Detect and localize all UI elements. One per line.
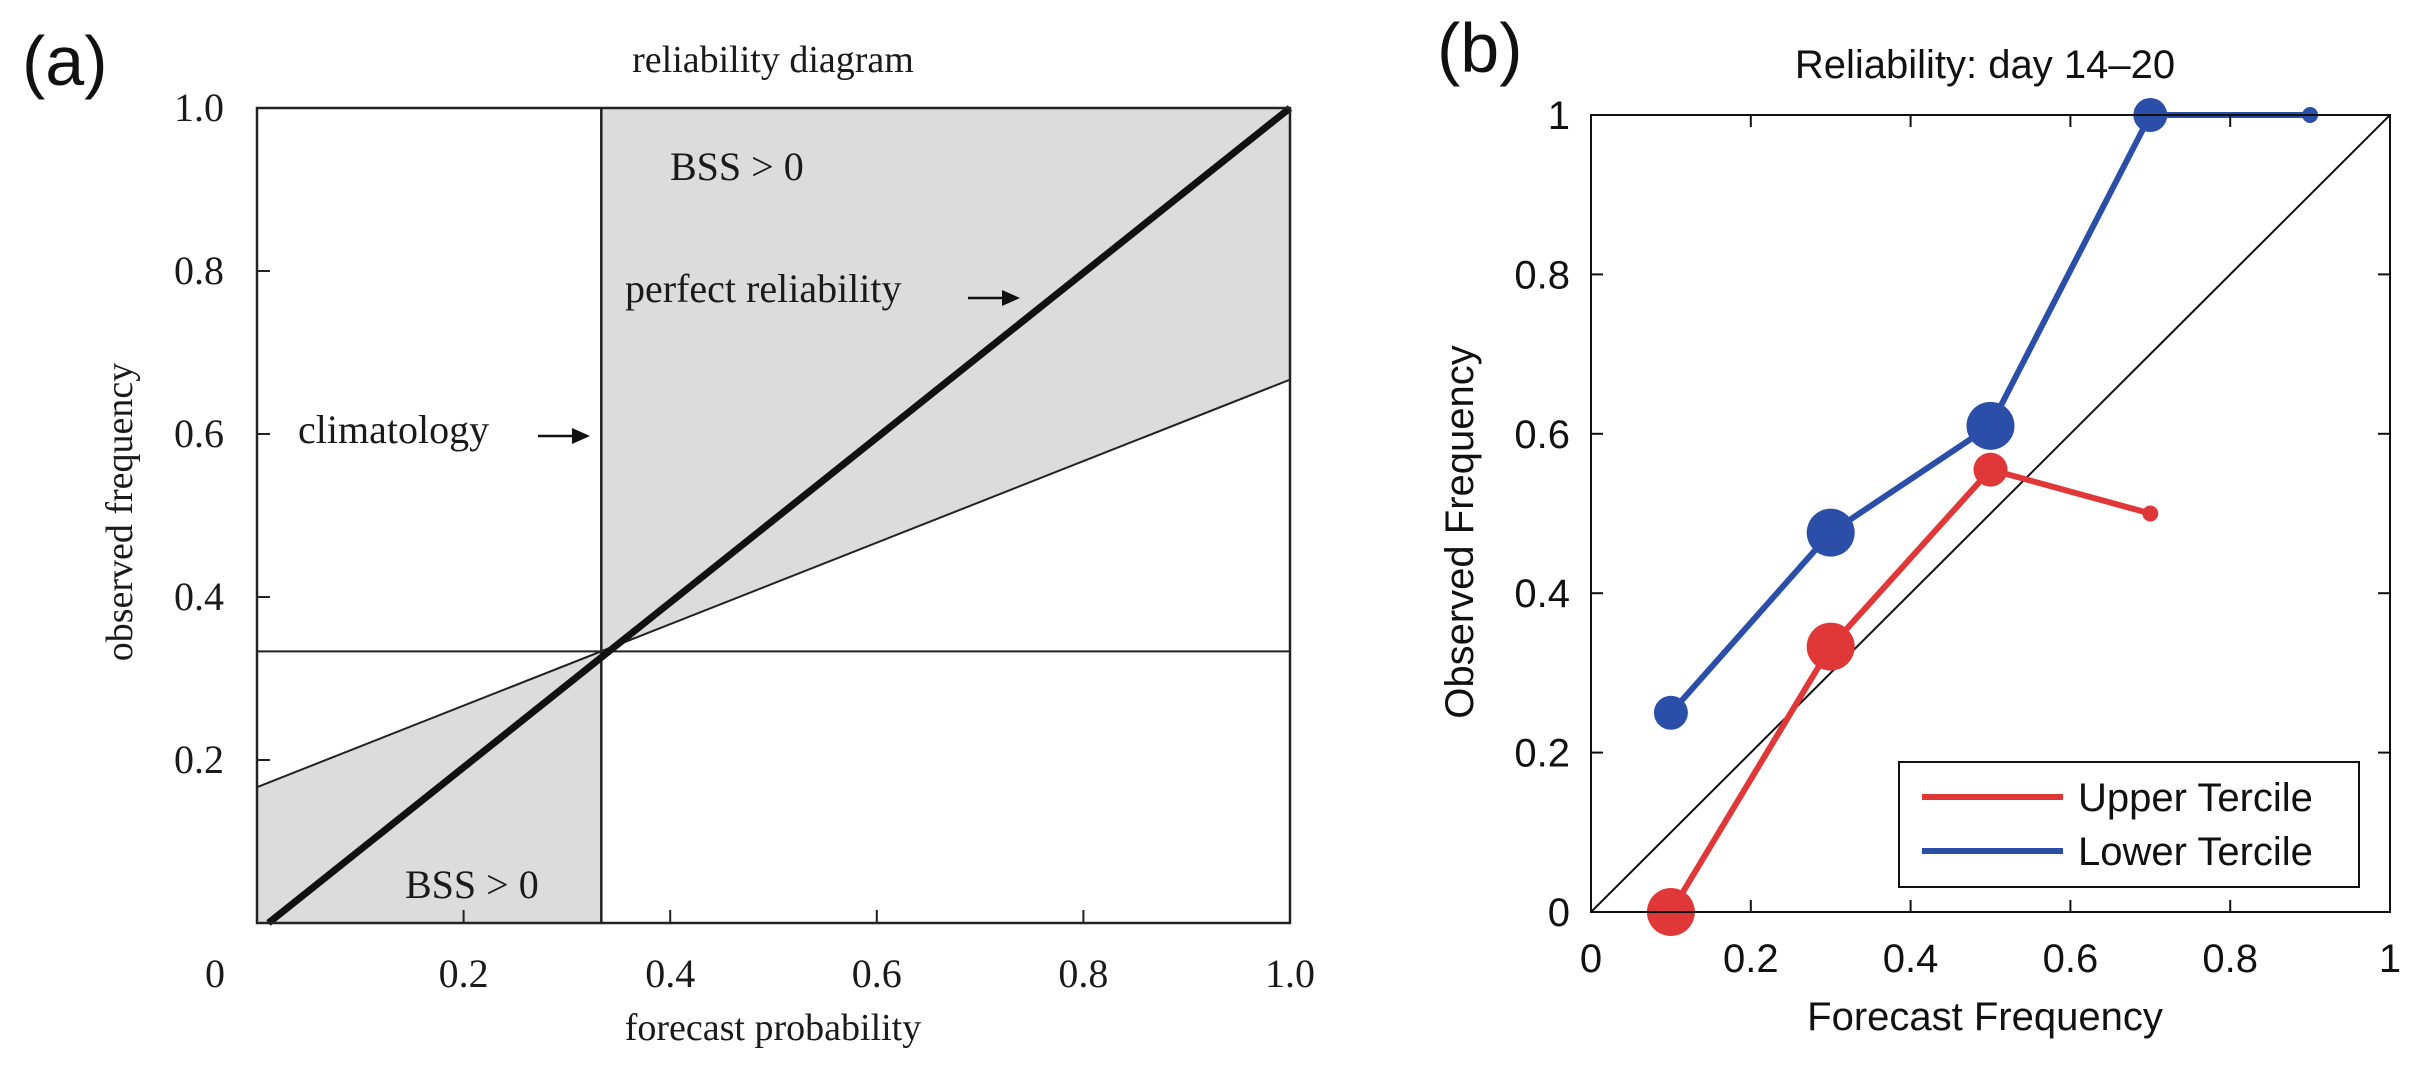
legend-label-lower-tercile: Lower Tercile	[2078, 830, 2313, 874]
b-x-tick-label: 0.4	[1883, 937, 1939, 981]
b-y-tick-label: 1	[1548, 94, 1570, 138]
b-x-tick-label: 0.8	[2202, 937, 2258, 981]
b-x-tick-label: 0.6	[2043, 937, 2099, 981]
series-line-upper-tercile	[1668, 466, 2152, 914]
a-bss-region-lower	[257, 651, 602, 923]
b-y-tick-label: 0.2	[1514, 732, 1570, 776]
panel-a: (a) 0 0.2 0.4 0.6 0.8 1.0 0.2 0.4 0.6 0.8 1.0 reli…	[22, 22, 1315, 1049]
a-y-tick-label: 1.0	[174, 85, 224, 130]
b-y-tick-label: 0.6	[1514, 413, 1570, 457]
data-point-lower-tercile	[1806, 508, 1855, 557]
a-perfect-arrow	[968, 290, 1020, 306]
a-bss-top-label: BSS > 0	[670, 144, 804, 189]
a-y-tick-label: 0.8	[174, 248, 224, 293]
a-x-axis-label: forecast probability	[625, 1007, 922, 1049]
data-point-upper-tercile	[1806, 622, 1855, 671]
a-perfect-reliability-line	[266, 105, 1293, 926]
b-perfect-reliability-diagonal	[1590, 114, 2391, 913]
a-no-skill-line	[256, 378, 1291, 789]
b-y-tick-label: 0	[1548, 891, 1570, 935]
panel-b: (b) 0 0.2 0.4 0.6 0.8 1 0 0.2 0.4 0.6 0.8 1 Reliabi…	[1437, 9, 2401, 1039]
b-y-tick-label: 0.4	[1514, 572, 1570, 616]
data-point-upper-tercile	[1973, 452, 2008, 487]
data-point-lower-tercile	[1653, 695, 1688, 730]
b-plot-frame	[1590, 114, 2391, 913]
a-y-axis-label: observed frequency	[99, 363, 141, 662]
a-bss-bottom-label: BSS > 0	[405, 862, 539, 907]
panel-b-letter: (b)	[1437, 9, 1523, 87]
a-perfect-reliability-label: perfect reliability	[625, 266, 902, 311]
b-x-tick-label: 0	[1580, 937, 1602, 981]
b-legend-box	[1898, 761, 2360, 888]
b-y-tick-label: 0.8	[1514, 253, 1570, 297]
b-x-tick-label: 1	[2379, 937, 2401, 981]
a-x-tick-label: 0.2	[439, 951, 489, 996]
a-x-tick-label: 0.8	[1058, 951, 1108, 996]
a-y-tick-label: 0.2	[174, 737, 224, 782]
a-plot-frame	[255, 106, 1292, 925]
data-point-lower-tercile	[1966, 401, 2015, 450]
a-x-tick-label: 0.4	[645, 951, 695, 996]
a-x-tick-label: 0.6	[852, 951, 902, 996]
a-y-tick-label: 0.6	[174, 411, 224, 456]
a-climatology-arrow	[538, 428, 590, 444]
panel-a-letter: (a)	[22, 22, 108, 100]
b-x-tick-label: 0.2	[1723, 937, 1779, 981]
a-y-tick-label: 0.4	[174, 574, 224, 619]
b-chart-title: Reliability: day 14–20	[1795, 43, 2175, 87]
b-y-axis-label: Observed Frequency	[1438, 345, 1482, 719]
data-point-upper-tercile	[2142, 505, 2159, 522]
a-x-tick-label: 0	[205, 951, 225, 996]
b-legend: Upper Tercile Lower Tercile	[1898, 761, 2360, 888]
legend-label-upper-tercile: Upper Tercile	[2078, 776, 2313, 820]
a-x-tick-label: 1.0	[1265, 951, 1315, 996]
b-x-axis-label: Forecast Frequency	[1807, 995, 2163, 1039]
a-climatology-label: climatology	[298, 407, 489, 452]
a-chart-title: reliability diagram	[632, 39, 914, 81]
